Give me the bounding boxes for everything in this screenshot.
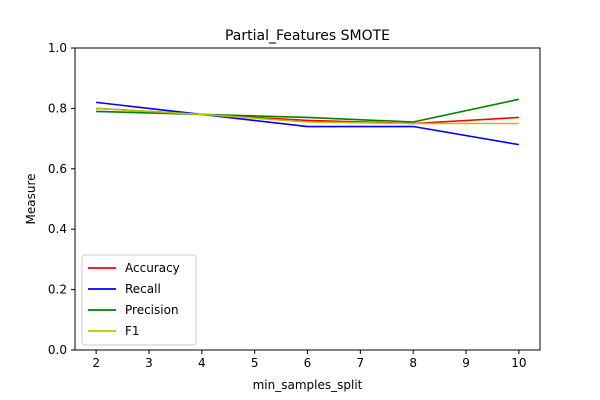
x-tick-label: 2 <box>92 356 100 370</box>
legend-label: F1 <box>125 324 140 338</box>
y-tick-label: 0.4 <box>48 222 67 236</box>
y-tick-label: 1.0 <box>48 41 67 55</box>
series-line-recall <box>96 101 519 146</box>
x-tick-label: 3 <box>145 356 153 370</box>
series-line-f1 <box>96 107 519 125</box>
x-axis: 2 3 4 5 6 7 8 9 10 <box>92 350 527 370</box>
x-tick-label: 5 <box>251 356 259 370</box>
chart-title: Partial_Features SMOTE <box>225 28 390 44</box>
legend-box <box>81 254 197 346</box>
x-tick-label: 4 <box>198 356 206 370</box>
series-line-precision <box>96 98 520 123</box>
legend: Accuracy Recall Precision F1 <box>81 254 197 346</box>
x-tick-label: 9 <box>462 356 470 370</box>
x-axis-label: min_samples_split <box>253 378 363 392</box>
x-tick-label: 10 <box>511 356 526 370</box>
x-tick-label: 6 <box>304 356 312 370</box>
y-tick-label: 0.8 <box>48 101 67 115</box>
y-axis-label: Measure <box>24 174 38 225</box>
x-tick-label: 7 <box>357 356 365 370</box>
legend-label: Precision <box>125 303 179 317</box>
x-tick-label: 8 <box>409 356 417 370</box>
legend-label: Accuracy <box>125 261 180 275</box>
series-layer <box>96 98 520 146</box>
y-axis: 0.0 0.2 0.4 0.6 0.8 1.0 <box>48 41 75 357</box>
y-tick-label: 0.0 <box>48 343 67 357</box>
legend-label: Recall <box>125 282 161 296</box>
y-tick-label: 0.2 <box>48 283 67 297</box>
y-tick-label: 0.6 <box>48 162 67 176</box>
